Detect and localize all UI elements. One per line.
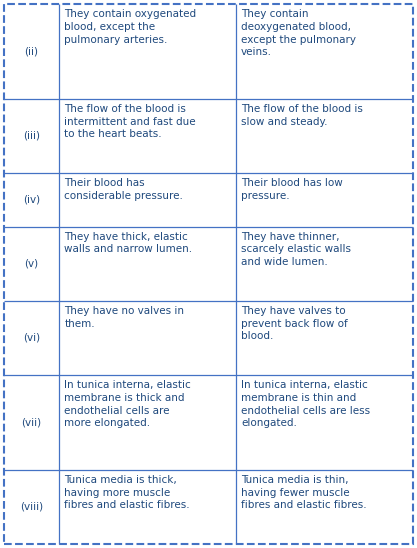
Text: Tunica media is thin,
having fewer muscle
fibres and elastic fibres.: Tunica media is thin, having fewer muscl…	[241, 475, 367, 510]
Text: They contain
deoxygenated blood,
except the pulmonary
veins.: They contain deoxygenated blood, except …	[241, 9, 356, 58]
Text: (vii): (vii)	[22, 418, 42, 427]
Text: (ii): (ii)	[25, 47, 39, 56]
Text: They have no valves in
them.: They have no valves in them.	[64, 306, 184, 329]
Text: In tunica interna, elastic
membrane is thin and
endothelial cells are less
elong: In tunica interna, elastic membrane is t…	[241, 380, 370, 429]
Text: They contain oxygenated
blood, except the
pulmonary arteries.: They contain oxygenated blood, except th…	[64, 9, 196, 44]
Text: (vi): (vi)	[23, 333, 40, 343]
Text: They have valves to
prevent back flow of
blood.: They have valves to prevent back flow of…	[241, 306, 348, 341]
Text: In tunica interna, elastic
membrane is thick and
endothelial cells are
more elon: In tunica interna, elastic membrane is t…	[64, 380, 191, 429]
Text: (v): (v)	[25, 259, 39, 269]
Text: Tunica media is thick,
having more muscle
fibres and elastic fibres.: Tunica media is thick, having more muscl…	[64, 475, 190, 510]
Text: They have thick, elastic
walls and narrow lumen.: They have thick, elastic walls and narro…	[64, 232, 192, 254]
Text: They have thinner,
scarcely elastic walls
and wide lumen.: They have thinner, scarcely elastic wall…	[241, 232, 351, 267]
Text: Their blood has low
pressure.: Their blood has low pressure.	[241, 178, 343, 201]
Text: Their blood has
considerable pressure.: Their blood has considerable pressure.	[64, 178, 183, 201]
Text: (iv): (iv)	[23, 195, 40, 205]
Text: (iii): (iii)	[23, 131, 40, 141]
Text: The flow of the blood is
slow and steady.: The flow of the blood is slow and steady…	[241, 104, 363, 127]
Text: The flow of the blood is
intermittent and fast due
to the heart beats.: The flow of the blood is intermittent an…	[64, 104, 196, 139]
Text: (viii): (viii)	[20, 502, 43, 512]
